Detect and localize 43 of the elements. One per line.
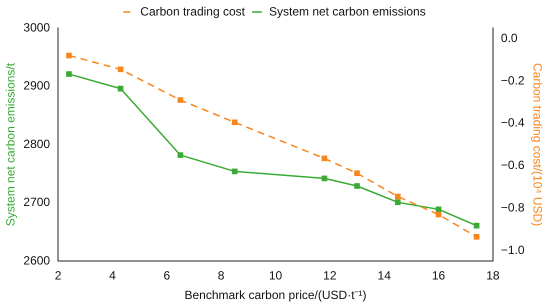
point (322, 156, 328, 162)
x-tick-label: 18 (486, 268, 500, 283)
point (66, 71, 72, 77)
point (178, 97, 184, 103)
y2-tick-label: 0.0 (500, 30, 518, 45)
x-tick-label: 14 (378, 268, 392, 283)
point (354, 170, 360, 176)
x-tick-label: 6 (163, 268, 170, 283)
point (394, 194, 401, 200)
point (436, 212, 442, 218)
y-tick-label: 2700 (23, 195, 50, 210)
point (354, 183, 360, 189)
point (66, 52, 72, 58)
y2-tick-label: −0.6 (500, 158, 525, 172)
y-tick-label: 2600 (23, 254, 50, 268)
y2-axis-title: Carbon trading cost/(10⁴ USD) (530, 62, 544, 226)
x-axis-title: Benchmark carbon price/(USD·t⁻¹) (184, 288, 367, 302)
point (232, 120, 238, 126)
y2-tick-label: −0.2 (500, 73, 525, 88)
x-tick-label: 8 (218, 268, 225, 283)
x-tick-label: 4 (109, 268, 116, 283)
point (394, 199, 401, 206)
x-tick-label: 10 (268, 268, 282, 283)
y2-tick-label: −1.0 (500, 242, 525, 257)
y-axis-title: System net carbon emissions/t (4, 62, 18, 226)
y-tick-label: 2800 (23, 136, 50, 151)
point (118, 66, 124, 72)
y2-tick-label: −0.8 (500, 200, 525, 215)
x-tick-label: 2 (54, 268, 62, 283)
x-tick-label: 12 (323, 268, 337, 283)
point (322, 176, 328, 182)
y-tick-label: 3000 (23, 20, 50, 34)
point (474, 234, 480, 240)
y-tick-label: 2900 (23, 78, 50, 93)
x-tick-label: 16 (432, 268, 446, 283)
point (474, 222, 480, 228)
point (436, 206, 442, 212)
legend-label: System net carbon emissions (268, 4, 426, 18)
point (232, 168, 238, 174)
point (118, 86, 124, 92)
point (178, 152, 184, 158)
y2-tick-label: −0.4 (500, 116, 525, 130)
legend-label: Carbon trading cost (140, 4, 246, 18)
